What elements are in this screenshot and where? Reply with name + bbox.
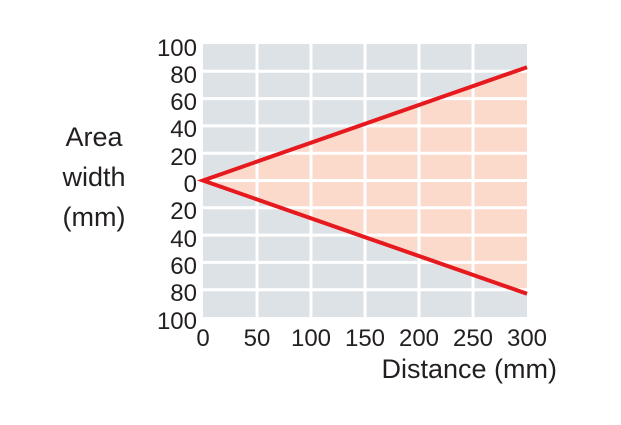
- y-tick-label: 0: [183, 171, 197, 198]
- plot-area: [196, 44, 528, 317]
- x-tick-label: 0: [196, 325, 210, 352]
- x-tick-label: 200: [398, 325, 440, 352]
- y-axis-title-line-2: width: [62, 162, 126, 192]
- y-axis-title: Area width (mm): [28, 117, 160, 237]
- x-tick-label: 300: [506, 325, 548, 352]
- detection-boundary-line: [196, 65, 528, 296]
- y-tick-label: 80: [170, 280, 197, 308]
- x-tick-label: 50: [243, 325, 271, 352]
- x-axis-title: Distance (mm): [381, 354, 557, 384]
- y-tick-label: 20: [170, 198, 197, 226]
- x-tick-label: 250: [452, 325, 494, 352]
- y-axis-title-line-3: (mm): [62, 202, 126, 232]
- y-axis-title-line-1: Area: [65, 122, 123, 152]
- y-tick-label: 20: [170, 143, 197, 171]
- y-tick-label: 40: [170, 225, 197, 253]
- y-tick-label: 100: [156, 307, 197, 335]
- y-tick-label: 100: [156, 34, 197, 62]
- x-tick-label: 100: [290, 325, 332, 352]
- y-tick-label: 80: [170, 61, 197, 89]
- x-tick-label: 150: [344, 325, 386, 352]
- y-tick-label: 40: [170, 116, 197, 144]
- y-tick-label: 60: [170, 89, 197, 117]
- y-tick-label: 60: [170, 252, 197, 280]
